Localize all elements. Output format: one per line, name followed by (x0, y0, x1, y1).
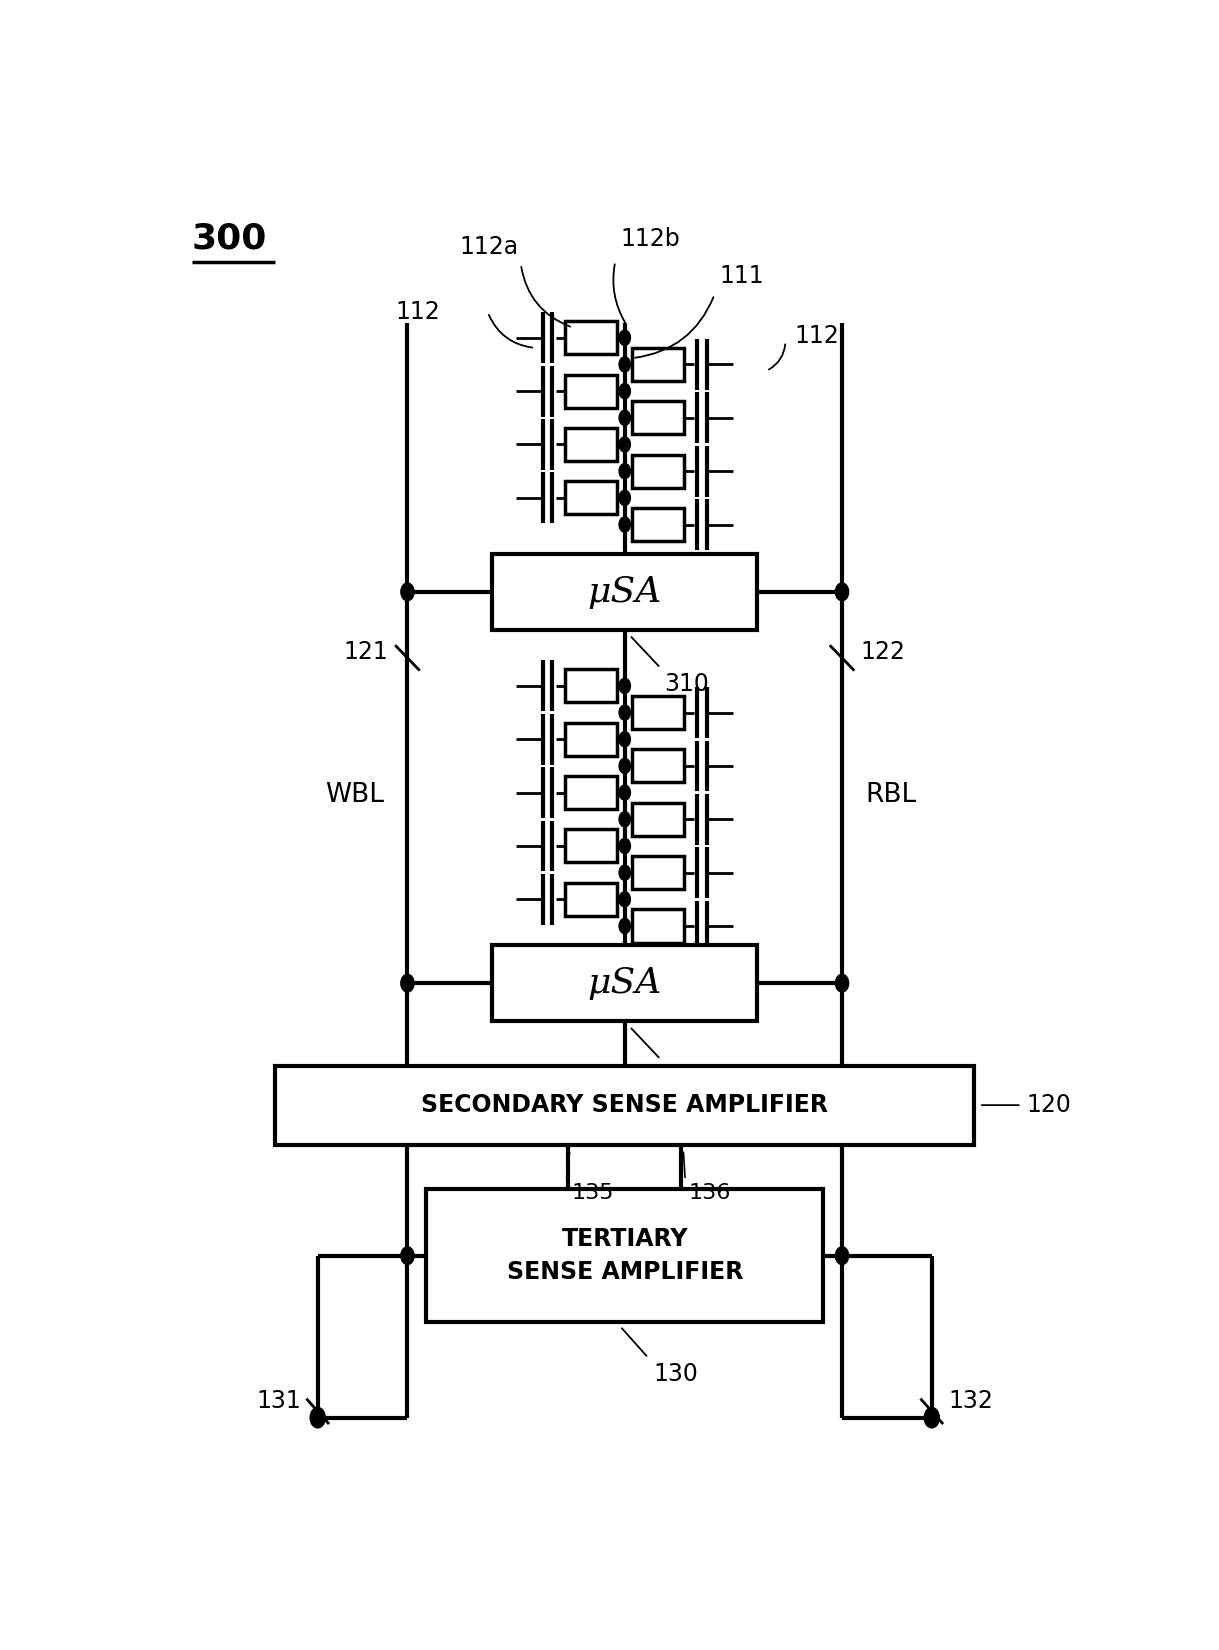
Circle shape (835, 1247, 848, 1264)
Text: 122: 122 (861, 640, 906, 663)
Bar (566, 670, 617, 703)
Bar (566, 322, 617, 355)
Circle shape (619, 785, 630, 800)
Text: TERTIARY
SENSE AMPLIFIER: TERTIARY SENSE AMPLIFIER (507, 1228, 742, 1284)
Bar (492, 945, 757, 1021)
Bar (566, 723, 617, 756)
Bar (633, 455, 684, 488)
Bar (633, 696, 684, 729)
Circle shape (619, 919, 630, 934)
Bar (427, 1190, 823, 1322)
Circle shape (619, 705, 630, 719)
Circle shape (619, 411, 630, 426)
Text: 121: 121 (344, 640, 389, 663)
Text: 310: 310 (664, 672, 709, 696)
Text: 131: 131 (256, 1389, 301, 1412)
Bar (633, 508, 684, 541)
Bar (566, 883, 617, 916)
Text: SECONDARY SENSE AMPLIFIER: SECONDARY SENSE AMPLIFIER (422, 1094, 828, 1117)
Circle shape (401, 974, 414, 992)
Circle shape (619, 356, 630, 371)
Circle shape (619, 437, 630, 452)
Bar (566, 482, 617, 515)
Text: 112b: 112b (620, 228, 680, 251)
Circle shape (619, 330, 630, 345)
Circle shape (401, 582, 414, 601)
Bar (633, 401, 684, 434)
Circle shape (619, 891, 630, 908)
Bar (275, 1066, 974, 1145)
Text: 300: 300 (193, 221, 267, 256)
Bar (566, 427, 617, 460)
Circle shape (619, 678, 630, 693)
Bar (633, 909, 684, 942)
Circle shape (619, 838, 630, 853)
Circle shape (401, 1247, 414, 1264)
Circle shape (310, 1407, 325, 1427)
Text: WBL: WBL (324, 782, 384, 808)
Text: 112: 112 (795, 325, 840, 348)
Circle shape (619, 516, 630, 533)
Text: 120: 120 (1026, 1094, 1072, 1117)
Bar (566, 830, 617, 863)
Bar (633, 348, 684, 381)
Circle shape (835, 974, 848, 992)
Text: 312: 312 (664, 1063, 709, 1087)
Bar (566, 375, 617, 408)
Circle shape (619, 865, 630, 879)
Bar (492, 554, 757, 630)
Text: 136: 136 (689, 1183, 731, 1203)
Text: 132: 132 (948, 1389, 993, 1412)
Text: 112: 112 (396, 300, 440, 325)
Text: 111: 111 (719, 264, 764, 289)
Text: 135: 135 (572, 1183, 614, 1203)
Text: μSA: μSA (588, 967, 662, 1000)
Bar (633, 749, 684, 782)
Circle shape (619, 731, 630, 747)
Bar (566, 776, 617, 808)
Bar (633, 856, 684, 889)
Text: 112a: 112a (460, 234, 518, 259)
Circle shape (619, 383, 630, 399)
Circle shape (924, 1407, 940, 1427)
Text: RBL: RBL (865, 782, 917, 808)
Circle shape (619, 464, 630, 478)
Circle shape (619, 759, 630, 774)
Circle shape (835, 582, 848, 601)
Circle shape (619, 490, 630, 505)
Bar (633, 804, 684, 837)
Circle shape (619, 812, 630, 827)
Text: 130: 130 (653, 1361, 698, 1386)
Text: μSA: μSA (588, 574, 662, 609)
